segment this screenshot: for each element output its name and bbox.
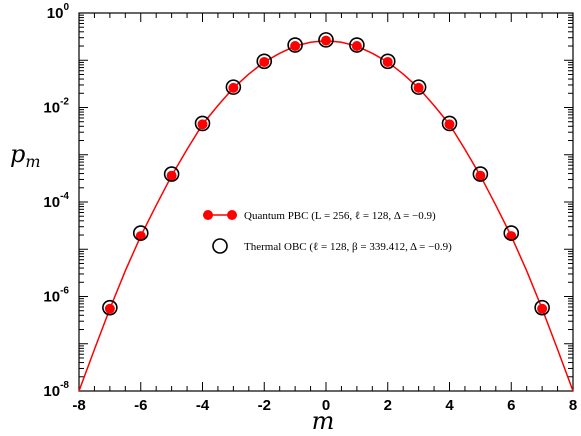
quantum-point [104, 303, 115, 314]
x-tick-label: 0 [322, 397, 330, 414]
y-tick-label: 10-4 [43, 191, 69, 211]
quantum-point [228, 82, 239, 93]
thermal-point [256, 53, 273, 70]
thermal-point [472, 166, 489, 182]
quantum-point [382, 56, 393, 67]
x-tick-label: 4 [445, 397, 454, 414]
thermal-point [225, 79, 242, 95]
y-tick-label: 10-6 [43, 286, 69, 306]
x-tick-label: -2 [258, 397, 271, 414]
y-axis-label-sub: m [25, 152, 40, 171]
y-axis-label: pm [10, 140, 41, 171]
thermal-point [163, 166, 180, 182]
quantum-point [475, 170, 486, 181]
x-tick-label: -6 [134, 397, 147, 414]
thermal-point [349, 37, 365, 53]
quantum-point [259, 56, 270, 67]
y-tick-label: 10-2 [43, 97, 69, 117]
thermal-point [410, 79, 427, 95]
axis-ticks [78, 12, 574, 392]
quantum-point [537, 303, 548, 314]
y-tick-label: 10-8 [43, 380, 69, 400]
y-axis-label-main: p [10, 140, 25, 168]
legend-quantum-marker [203, 210, 213, 220]
x-axis-label: m [312, 407, 335, 435]
thermal-point [379, 53, 396, 70]
x-tick-label: 6 [507, 397, 515, 414]
quantum-point [135, 231, 146, 242]
x-tick-label: 8 [569, 397, 577, 414]
quantum-point [321, 35, 331, 46]
thermal-point [503, 225, 520, 241]
quantum-point [290, 41, 301, 52]
thermal-point [534, 299, 550, 316]
thermal-point [287, 37, 303, 53]
thermal-point [318, 32, 334, 48]
x-tick-label: -8 [72, 397, 85, 414]
thermal-point [194, 115, 211, 132]
legend-quantum-label: Quantum PBC (L = 256, ℓ = 128, Δ = −0.9) [244, 210, 436, 222]
data-markers [102, 32, 550, 316]
legend: Quantum PBC (L = 256, ℓ = 128, Δ = −0.9)… [203, 210, 452, 254]
thermal-point [102, 299, 118, 316]
legend-quantum-marker [227, 210, 237, 220]
quantum-point [444, 119, 455, 130]
quantum-point [351, 41, 362, 52]
quantum-point [166, 170, 177, 181]
thermal-point [132, 225, 149, 241]
thermal-point [441, 115, 458, 132]
y-tick-label: 100 [47, 2, 70, 22]
tick-labels: -8 -6 -4 -2 0 2 4 6 8 10-8 10-6 10-4 10-2 100 [43, 2, 577, 414]
quantum-point [197, 119, 208, 130]
quantum-point [506, 231, 517, 242]
legend-thermal-label: Thermal OBC (ℓ = 128, β = 339.412, Δ = −… [244, 241, 452, 253]
legend-thermal-marker [212, 238, 228, 254]
plot-frame [78, 12, 574, 392]
x-tick-label: 2 [384, 397, 392, 414]
quantum-point [413, 82, 424, 93]
x-tick-label: -4 [196, 397, 210, 414]
